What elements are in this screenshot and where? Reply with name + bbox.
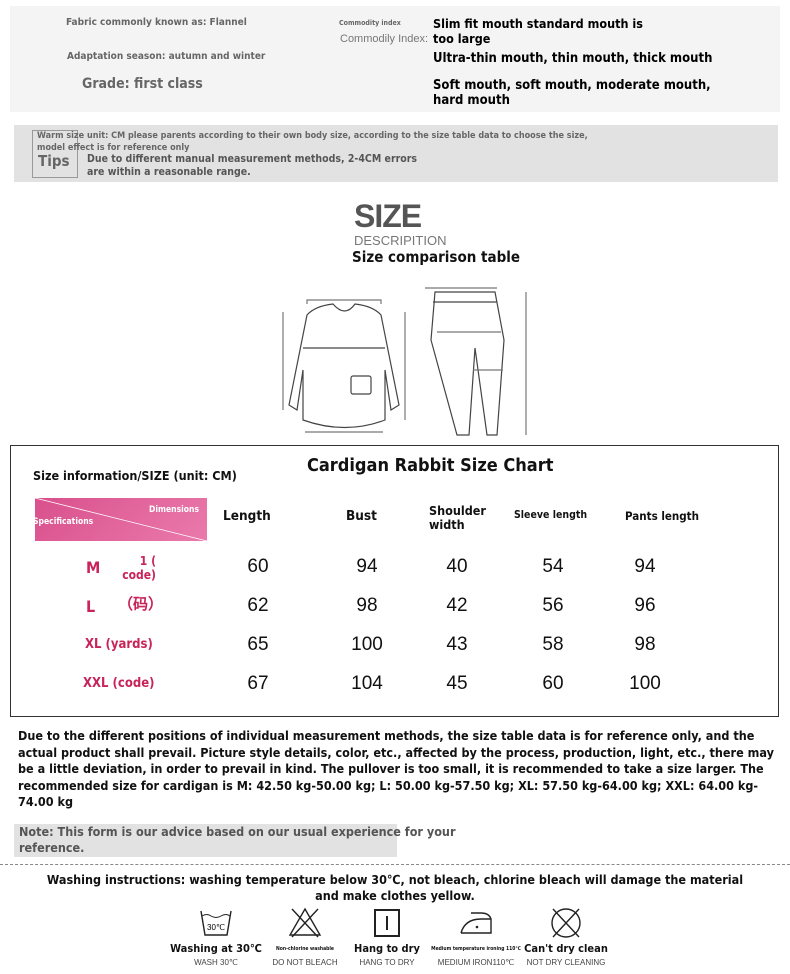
cell-value: 54 bbox=[542, 556, 564, 577]
fit-line2: too large bbox=[433, 31, 491, 46]
dashed-divider bbox=[0, 864, 790, 865]
grade-text: Grade: first class bbox=[82, 76, 203, 92]
wash-30-icon: 30℃ bbox=[200, 910, 232, 936]
garment-diagram bbox=[282, 287, 527, 436]
tips-panel bbox=[14, 125, 778, 182]
size-subtitle: DESCRIPITION bbox=[354, 233, 447, 248]
tips-label: Tips bbox=[38, 152, 70, 170]
care-sublabel: HANG TO DRY bbox=[359, 958, 415, 967]
hang-dry-icon bbox=[374, 909, 400, 937]
no-bleach-icon bbox=[288, 907, 322, 938]
col-sleeve: Sleeve length bbox=[514, 509, 588, 521]
care-sublabel: NOT DRY CLEANING bbox=[526, 958, 606, 967]
cell-value: 62 bbox=[247, 595, 269, 616]
cell-value: 60 bbox=[247, 556, 269, 577]
care-label: Non-chlorine washable bbox=[276, 946, 334, 952]
tips-line2: model effect is for reference only bbox=[37, 143, 190, 153]
iron-medium-icon bbox=[460, 912, 492, 934]
cell-value: 98 bbox=[356, 595, 378, 616]
size-info-label: Size information/SIZE (unit: CM) bbox=[33, 468, 237, 483]
cell-value: 45 bbox=[446, 673, 468, 694]
row-size-note: 1 ( code) bbox=[122, 554, 156, 582]
size-comparison-heading: Size comparison table bbox=[352, 248, 521, 266]
season-text: Adaptation season: autumn and winter bbox=[67, 51, 266, 62]
corner-specifications: Specifications bbox=[35, 517, 94, 527]
cell-value: 94 bbox=[356, 556, 378, 577]
row-size-label: XL (yards) bbox=[85, 637, 153, 652]
fabric-text: Fabric commonly known as: Flannel bbox=[66, 17, 247, 28]
fit-line1: Slim fit mouth standard mouth is bbox=[433, 16, 643, 31]
wash-temp-glyph: 30℃ bbox=[207, 923, 225, 932]
commodity-index-label: Commodily Index: bbox=[340, 33, 429, 45]
tips-line1: Warm size unit: CM please parents accord… bbox=[37, 131, 588, 141]
trousers-diagram bbox=[425, 287, 527, 436]
washing-instructions: Washing instructions: washing temperatur… bbox=[46, 872, 744, 903]
commodity-index-small: Commodity index bbox=[339, 19, 401, 27]
tips-line4: are within a reasonable range. bbox=[87, 166, 251, 178]
cell-value: 65 bbox=[247, 634, 269, 655]
cell-value: 94 bbox=[634, 556, 656, 577]
cell-value: 42 bbox=[446, 595, 468, 616]
col-pants: Pants length bbox=[625, 509, 699, 523]
corner-header: Dimensions Specifications bbox=[35, 498, 207, 541]
no-dry-clean-icon bbox=[551, 908, 581, 938]
care-label: Hang to dry bbox=[354, 942, 420, 955]
cell-value: 60 bbox=[542, 673, 564, 694]
care-label: Medium temperature ironing 110℃ bbox=[431, 946, 521, 952]
row-size-label: XXL (code) bbox=[83, 676, 155, 691]
size-chart-title: Cardigan Rabbit Size Chart bbox=[307, 455, 554, 476]
disclaimer-text: Due to the different positions of indivi… bbox=[18, 728, 774, 809]
cell-value: 67 bbox=[247, 673, 269, 694]
tips-line3: Due to different manual measurement meth… bbox=[87, 153, 418, 165]
col-length: Length bbox=[223, 508, 271, 524]
cell-value: 104 bbox=[351, 673, 383, 694]
row-size-label: M bbox=[86, 558, 101, 577]
thickness-text: Ultra-thin mouth, thin mouth, thick mout… bbox=[433, 51, 713, 66]
col-bust: Bust bbox=[346, 508, 377, 524]
care-sublabel: DO NOT BLEACH bbox=[272, 958, 338, 967]
cell-value: 40 bbox=[446, 556, 468, 577]
softness-line2: hard mouth bbox=[433, 93, 510, 108]
care-label: Can't dry clean bbox=[524, 942, 608, 955]
cell-value: 56 bbox=[542, 595, 564, 616]
row-size-label: L bbox=[86, 597, 96, 616]
care-sublabel: MEDIUM IRON110℃ bbox=[437, 958, 515, 967]
col-shoulder: Shoulder width bbox=[429, 503, 486, 532]
note-text: Note: This form is our advice based on o… bbox=[19, 824, 456, 855]
tips-box bbox=[32, 130, 78, 178]
care-sublabel: WASH 30℃ bbox=[194, 958, 238, 967]
row-size-note: （码） bbox=[118, 595, 164, 613]
corner-diagonal bbox=[35, 498, 207, 541]
size-chart-table bbox=[10, 445, 779, 717]
softness-line1: Soft mouth, soft mouth, moderate mouth, bbox=[433, 78, 711, 93]
spec-panel bbox=[10, 6, 780, 112]
cell-value: 100 bbox=[629, 673, 661, 694]
cell-value: 100 bbox=[351, 634, 383, 655]
cell-value: 43 bbox=[446, 634, 468, 655]
cardigan-diagram bbox=[282, 299, 406, 433]
corner-dimensions: Dimensions bbox=[149, 505, 199, 515]
size-title: SIZE bbox=[354, 198, 422, 234]
care-label: Washing at 30℃ bbox=[170, 942, 262, 955]
cell-value: 98 bbox=[634, 634, 656, 655]
cell-value: 58 bbox=[542, 634, 564, 655]
cell-value: 96 bbox=[634, 595, 656, 616]
note-panel: Note: This form is our advice based on o… bbox=[14, 824, 456, 857]
